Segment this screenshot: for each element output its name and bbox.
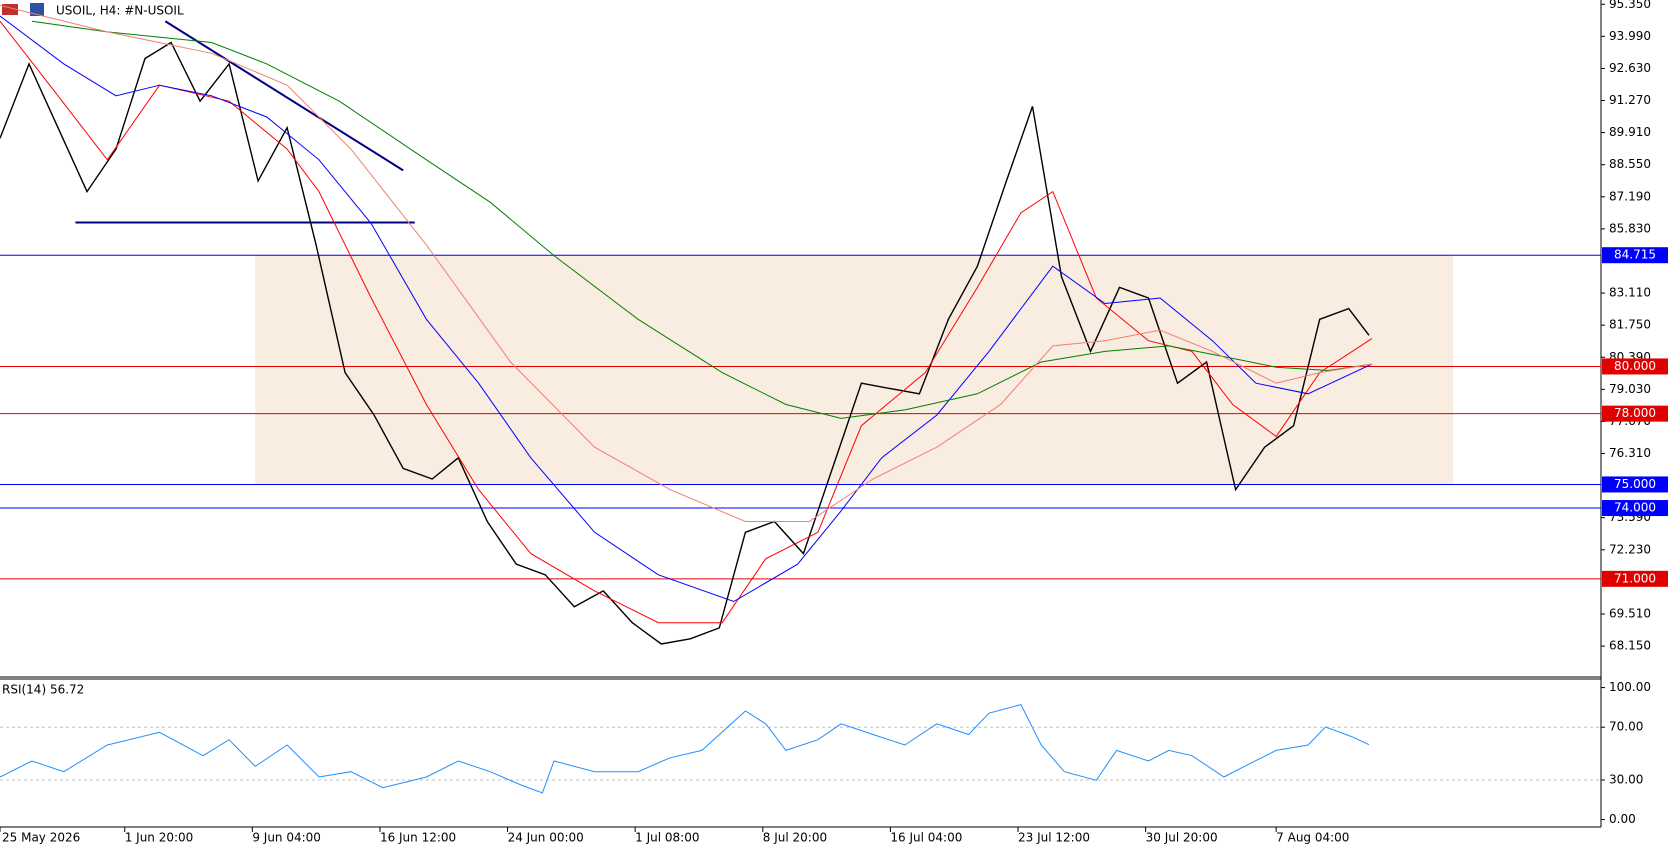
x-tick-label: 1 Jun 20:00	[125, 831, 194, 845]
series-line	[0, 704, 1370, 794]
y-tick-label: 81.750	[1609, 318, 1651, 332]
level-label: 84.715	[1614, 248, 1656, 262]
y-tick-label: 76.310	[1609, 446, 1651, 460]
icon[interactable]	[2, 4, 18, 15]
y-tick-label: 30.00	[1609, 772, 1643, 786]
y-tick-label: 0.00	[1609, 812, 1636, 826]
y-tick-label: 70.00	[1609, 720, 1643, 734]
y-tick-label: 69.510	[1609, 606, 1651, 620]
y-tick-label: 91.270	[1609, 93, 1651, 107]
series-line	[31, 20, 1372, 419]
y-tick-label: 87.190	[1609, 189, 1651, 203]
y-tick-label: 100.00	[1609, 680, 1651, 694]
level-label: 71.000	[1614, 571, 1656, 585]
x-tick-label: 24 Jun 00:00	[508, 831, 584, 845]
y-tick-label: 89.910	[1609, 125, 1651, 139]
y-tick-label: 95.350	[1609, 0, 1651, 11]
indicator-title: RSI(14) 56.72	[2, 683, 84, 697]
x-tick-label: 16 Jun 12:00	[380, 831, 456, 845]
x-tick-label: 1 Jul 08:00	[635, 831, 699, 845]
level-label-box	[1602, 358, 1668, 375]
level-label: 75.000	[1614, 477, 1656, 491]
y-tick-label: 88.550	[1609, 157, 1651, 171]
zone	[255, 255, 1454, 485]
y-tick-label: 85.830	[1609, 221, 1651, 235]
y-tick-label: 68.150	[1609, 639, 1651, 653]
x-tick-label: 16 Jul 04:00	[890, 831, 962, 845]
x-tick-label: 9 Jun 04:00	[252, 831, 321, 845]
level-label: 78.000	[1614, 406, 1656, 420]
trend-line	[164, 20, 404, 172]
level-label-box	[1602, 570, 1668, 587]
level-label-box	[1602, 247, 1668, 264]
level-label-box	[1602, 500, 1668, 517]
y-tick-label: 93.990	[1609, 29, 1651, 43]
x-tick-label: 30 Jul 20:00	[1146, 831, 1218, 845]
level-label: 80.000	[1614, 359, 1656, 373]
x-tick-label: 23 Jul 12:00	[1018, 831, 1090, 845]
icon[interactable]	[30, 3, 44, 16]
x-tick-label: 25 May 2026	[2, 831, 80, 845]
level-label: 74.000	[1614, 501, 1656, 515]
chart-title: USOIL, H4: #N-USOIL	[56, 4, 184, 18]
level-label-box	[1602, 405, 1668, 422]
x-tick-label: 8 Jul 20:00	[763, 831, 827, 845]
x-tick-label: 7 Aug 04:00	[1276, 831, 1349, 845]
y-tick-label: 83.110	[1609, 286, 1651, 300]
series-line	[0, 41, 1370, 645]
y-tick-label: 72.230	[1609, 542, 1651, 556]
series-line	[0, 4, 1372, 522]
y-tick-label: 92.630	[1609, 61, 1651, 75]
y-tick-label: 79.030	[1609, 382, 1651, 396]
level-label-box	[1602, 476, 1668, 493]
series-line	[0, 15, 1373, 603]
